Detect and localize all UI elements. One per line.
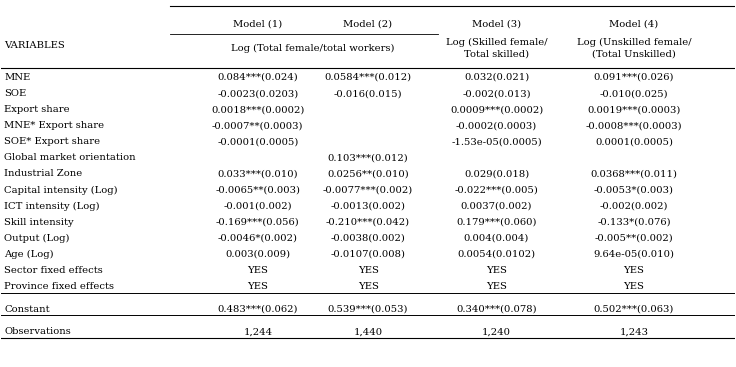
Text: VARIABLES: VARIABLES: [4, 41, 65, 50]
Text: Observations: Observations: [4, 327, 71, 337]
Text: 1,440: 1,440: [353, 327, 383, 337]
Text: YES: YES: [623, 266, 644, 275]
Text: -0.133*(0.076): -0.133*(0.076): [597, 218, 670, 227]
Text: Log (Skilled female/
Total skilled): Log (Skilled female/ Total skilled): [446, 38, 548, 58]
Text: 1,240: 1,240: [482, 327, 511, 337]
Text: Model (2): Model (2): [344, 19, 392, 28]
Text: -0.210***(0.042): -0.210***(0.042): [326, 218, 410, 227]
Text: 0.033***(0.010): 0.033***(0.010): [218, 170, 298, 178]
Text: -0.0046*(0.002): -0.0046*(0.002): [218, 234, 298, 243]
Text: 0.0001(0.0005): 0.0001(0.0005): [595, 137, 673, 146]
Text: -0.0038(0.002): -0.0038(0.002): [330, 234, 406, 243]
Text: -0.0053*(0.003): -0.0053*(0.003): [594, 186, 674, 195]
Text: -0.0002(0.0003): -0.0002(0.0003): [456, 121, 537, 130]
Text: 1,243: 1,243: [620, 327, 648, 337]
Text: YES: YES: [486, 282, 507, 291]
Text: -0.010(0.025): -0.010(0.025): [600, 89, 668, 98]
Text: 0.0019***(0.0003): 0.0019***(0.0003): [587, 105, 681, 114]
Text: Capital intensity (Log): Capital intensity (Log): [4, 186, 118, 195]
Text: Model (1): Model (1): [233, 19, 283, 28]
Text: 9.64e-05(0.010): 9.64e-05(0.010): [593, 250, 674, 259]
Text: 0.029(0.018): 0.029(0.018): [464, 170, 529, 178]
Text: ICT intensity (Log): ICT intensity (Log): [4, 201, 100, 211]
Text: 0.0037(0.002): 0.0037(0.002): [461, 202, 532, 211]
Text: YES: YES: [623, 282, 644, 291]
Text: YES: YES: [486, 266, 507, 275]
Text: SOE: SOE: [4, 89, 26, 98]
Text: 0.0009***(0.0002): 0.0009***(0.0002): [450, 105, 543, 114]
Text: -0.005**(0.002): -0.005**(0.002): [595, 234, 673, 243]
Text: 0.502***(0.063): 0.502***(0.063): [594, 305, 674, 314]
Text: -0.001(0.002): -0.001(0.002): [224, 202, 292, 211]
Text: 0.340***(0.078): 0.340***(0.078): [456, 305, 537, 314]
Text: YES: YES: [247, 266, 268, 275]
Text: Output (Log): Output (Log): [4, 234, 70, 243]
Text: YES: YES: [358, 266, 378, 275]
Text: 0.032(0.021): 0.032(0.021): [464, 73, 529, 82]
Text: Log (Total female/total workers): Log (Total female/total workers): [231, 44, 394, 53]
Text: 0.0256**(0.010): 0.0256**(0.010): [327, 170, 409, 178]
Text: Global market orientation: Global market orientation: [4, 153, 136, 163]
Text: 0.483***(0.062): 0.483***(0.062): [218, 305, 298, 314]
Text: Log (Unskilled female/
(Total Unskilled): Log (Unskilled female/ (Total Unskilled): [576, 38, 691, 58]
Text: 0.003(0.009): 0.003(0.009): [225, 250, 291, 259]
Text: Model (4): Model (4): [609, 19, 659, 28]
Text: 0.091***(0.026): 0.091***(0.026): [594, 73, 674, 82]
Text: YES: YES: [358, 282, 378, 291]
Text: Sector fixed effects: Sector fixed effects: [4, 266, 103, 275]
Text: -0.0001(0.0005): -0.0001(0.0005): [217, 137, 299, 146]
Text: 0.0584***(0.012): 0.0584***(0.012): [325, 73, 411, 82]
Text: -0.016(0.015): -0.016(0.015): [333, 89, 403, 98]
Text: -0.022***(0.005): -0.022***(0.005): [455, 186, 539, 195]
Text: -0.0107(0.008): -0.0107(0.008): [330, 250, 406, 259]
Text: 0.103***(0.012): 0.103***(0.012): [328, 153, 408, 163]
Text: -0.0065**(0.003): -0.0065**(0.003): [216, 186, 300, 195]
Text: MNE: MNE: [4, 73, 31, 82]
Text: -0.002(0.013): -0.002(0.013): [462, 89, 531, 98]
Text: Age (Log): Age (Log): [4, 250, 54, 259]
Text: 0.0054(0.0102): 0.0054(0.0102): [458, 250, 536, 259]
Text: 0.539***(0.053): 0.539***(0.053): [328, 305, 408, 314]
Text: -0.002(0.002): -0.002(0.002): [600, 202, 668, 211]
Text: YES: YES: [247, 282, 268, 291]
Text: Industrial Zone: Industrial Zone: [4, 170, 82, 178]
Text: -0.0007**(0.0003): -0.0007**(0.0003): [212, 121, 303, 130]
Text: SOE* Export share: SOE* Export share: [4, 137, 101, 146]
Text: MNE* Export share: MNE* Export share: [4, 121, 105, 130]
Text: Export share: Export share: [4, 105, 70, 114]
Text: 0.084***(0.024): 0.084***(0.024): [217, 73, 298, 82]
Text: -1.53e-05(0.0005): -1.53e-05(0.0005): [451, 137, 542, 146]
Text: -0.0077***(0.002): -0.0077***(0.002): [323, 186, 413, 195]
Text: -0.0023(0.0203): -0.0023(0.0203): [217, 89, 298, 98]
Text: -0.0013(0.002): -0.0013(0.002): [330, 202, 406, 211]
Text: Constant: Constant: [4, 305, 50, 314]
Text: -0.0008***(0.0003): -0.0008***(0.0003): [586, 121, 682, 130]
Text: 0.179***(0.060): 0.179***(0.060): [456, 218, 537, 227]
Text: -0.169***(0.056): -0.169***(0.056): [216, 218, 300, 227]
Text: 0.004(0.004): 0.004(0.004): [464, 234, 529, 243]
Text: Skill intensity: Skill intensity: [4, 218, 74, 227]
Text: Province fixed effects: Province fixed effects: [4, 282, 114, 291]
Text: 0.0368***(0.011): 0.0368***(0.011): [590, 170, 677, 178]
Text: 0.0018***(0.0002): 0.0018***(0.0002): [211, 105, 305, 114]
Text: Model (3): Model (3): [472, 19, 521, 28]
Text: 1,244: 1,244: [243, 327, 272, 337]
